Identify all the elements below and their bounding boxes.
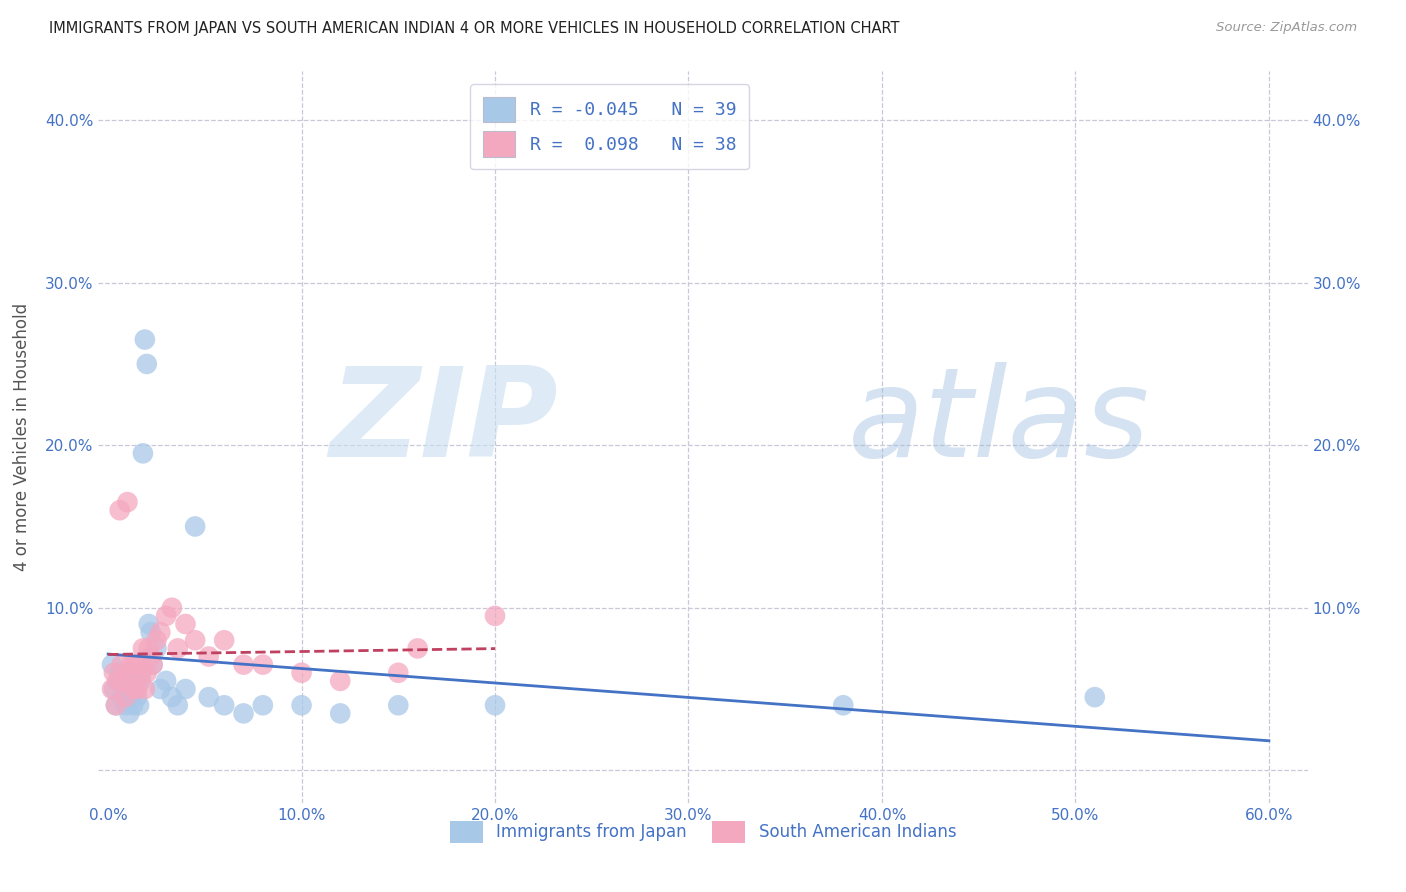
Point bbox=[138, 641, 160, 656]
Point bbox=[118, 665, 141, 680]
Point bbox=[122, 698, 145, 713]
Point bbox=[184, 519, 207, 533]
Point bbox=[160, 690, 183, 705]
Point bbox=[145, 633, 167, 648]
Point bbox=[127, 690, 149, 705]
Point bbox=[120, 681, 142, 696]
Point bbox=[124, 665, 146, 680]
Point bbox=[184, 633, 207, 648]
Point bbox=[329, 673, 352, 688]
Point bbox=[134, 681, 156, 696]
Point bbox=[112, 681, 135, 696]
Point bbox=[290, 665, 312, 680]
Point bbox=[212, 633, 235, 648]
Point bbox=[232, 657, 254, 672]
Point bbox=[122, 681, 145, 696]
Point bbox=[484, 608, 506, 623]
Point bbox=[155, 608, 177, 623]
Point bbox=[104, 698, 127, 713]
Point bbox=[114, 698, 136, 713]
Point bbox=[145, 641, 167, 656]
Text: atlas: atlas bbox=[848, 362, 1150, 483]
Point bbox=[139, 625, 162, 640]
Point bbox=[132, 446, 155, 460]
Point bbox=[149, 681, 172, 696]
Point bbox=[114, 690, 136, 705]
Point bbox=[129, 665, 152, 680]
Point bbox=[111, 657, 134, 672]
Point bbox=[149, 625, 172, 640]
Point bbox=[387, 665, 409, 680]
Point bbox=[103, 665, 125, 680]
Point bbox=[406, 641, 429, 656]
Point bbox=[112, 673, 135, 688]
Point bbox=[107, 673, 129, 688]
Point bbox=[1084, 690, 1107, 705]
Point bbox=[111, 690, 134, 705]
Point bbox=[129, 673, 152, 688]
Point bbox=[484, 698, 506, 713]
Point bbox=[139, 649, 162, 664]
Point bbox=[329, 706, 352, 721]
Point bbox=[108, 665, 131, 680]
Point bbox=[197, 690, 219, 705]
Text: IMMIGRANTS FROM JAPAN VS SOUTH AMERICAN INDIAN 4 OR MORE VEHICLES IN HOUSEHOLD C: IMMIGRANTS FROM JAPAN VS SOUTH AMERICAN … bbox=[49, 21, 900, 37]
Point bbox=[252, 657, 274, 672]
Point bbox=[174, 617, 197, 632]
Point bbox=[166, 641, 188, 656]
Point bbox=[290, 698, 312, 713]
Text: ZIP: ZIP bbox=[329, 362, 558, 483]
Point bbox=[160, 600, 183, 615]
Point bbox=[174, 681, 197, 696]
Point bbox=[166, 698, 188, 713]
Legend: Immigrants from Japan, South American Indians: Immigrants from Japan, South American In… bbox=[443, 814, 963, 849]
Point bbox=[138, 617, 160, 632]
Point bbox=[101, 657, 124, 672]
Point bbox=[103, 681, 125, 696]
Point bbox=[252, 698, 274, 713]
Point bbox=[232, 706, 254, 721]
Text: Source: ZipAtlas.com: Source: ZipAtlas.com bbox=[1216, 21, 1357, 35]
Point bbox=[128, 657, 150, 672]
Point bbox=[212, 698, 235, 713]
Point bbox=[120, 657, 142, 672]
Point bbox=[197, 649, 219, 664]
Point bbox=[101, 681, 124, 696]
Point bbox=[132, 641, 155, 656]
Point bbox=[118, 706, 141, 721]
Point bbox=[127, 681, 149, 696]
Point bbox=[117, 690, 139, 705]
Point bbox=[135, 357, 157, 371]
Point bbox=[155, 673, 177, 688]
Point bbox=[128, 698, 150, 713]
Y-axis label: 4 or more Vehicles in Household: 4 or more Vehicles in Household bbox=[13, 303, 31, 571]
Point bbox=[107, 673, 129, 688]
Point bbox=[142, 657, 165, 672]
Point bbox=[134, 333, 156, 347]
Point bbox=[135, 665, 157, 680]
Point bbox=[142, 657, 165, 672]
Point bbox=[832, 698, 855, 713]
Point bbox=[108, 503, 131, 517]
Point bbox=[387, 698, 409, 713]
Point bbox=[117, 495, 139, 509]
Point bbox=[104, 698, 127, 713]
Point bbox=[124, 657, 146, 672]
